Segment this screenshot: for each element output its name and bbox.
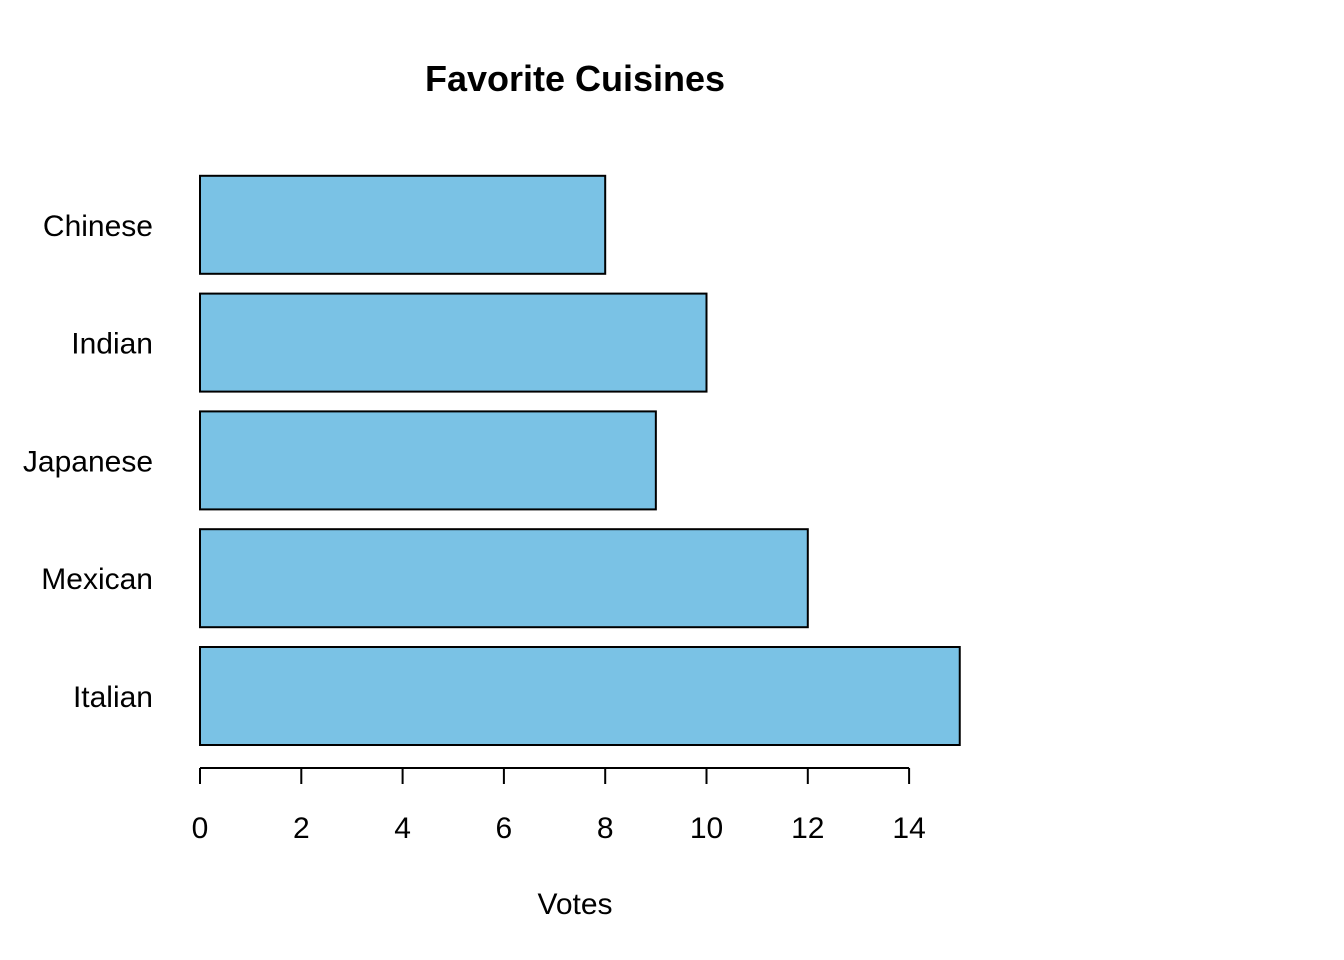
category-label-japanese: Japanese [23,445,153,478]
category-label-indian: Indian [71,328,153,361]
x-tick-label-0: 0 [192,812,209,845]
bar-mexican [199,528,809,629]
category-label-chinese: Chinese [43,210,153,243]
x-tick-label-4: 4 [394,812,411,845]
x-axis-label: Votes [537,888,612,921]
x-tick-label-14: 14 [892,812,925,845]
x-tick-label-8: 8 [597,812,614,845]
x-tick-label-2: 2 [293,812,310,845]
x-tick-label-6: 6 [496,812,513,845]
bars-group [199,174,961,746]
bar-italian [199,646,961,746]
x-tick-label-10: 10 [690,812,723,845]
bar-japanese [199,410,657,511]
x-axis: 0 2 4 6 8 10 12 14 [192,767,926,845]
chart-title: Favorite Cuisines [425,58,725,99]
x-tick-label-12: 12 [791,812,824,845]
category-label-italian: Italian [73,681,153,714]
bar-chinese [199,174,607,275]
bar-indian [199,292,708,393]
category-labels-group: Italian Mexican Japanese Indian Chinese [23,210,153,714]
category-label-mexican: Mexican [41,563,153,596]
